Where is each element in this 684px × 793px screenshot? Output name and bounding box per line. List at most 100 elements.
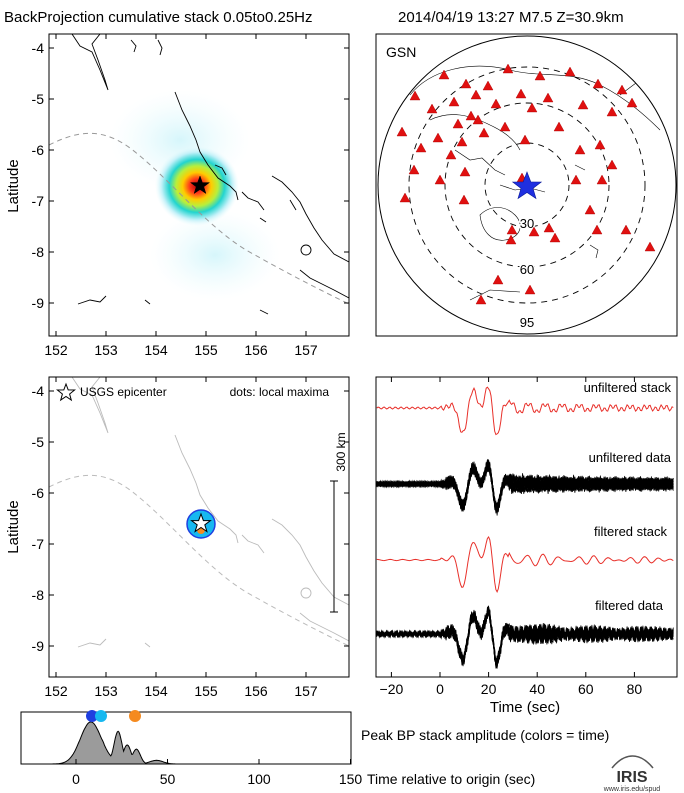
lon-tick-label: 155 bbox=[194, 342, 218, 358]
filtered-data-trace bbox=[376, 609, 674, 664]
label-unfiltered-stack: unfiltered stack bbox=[584, 380, 672, 395]
lat-tick-label: -6 bbox=[32, 485, 45, 501]
lon-tick-label: 152 bbox=[44, 683, 68, 699]
station-triangle bbox=[542, 92, 554, 103]
lon-tick-label: 153 bbox=[94, 683, 118, 699]
station-triangle bbox=[584, 204, 596, 215]
station-triangle bbox=[409, 90, 421, 101]
globe-network-label: GSN bbox=[386, 44, 416, 60]
lat-tick-label: -5 bbox=[32, 91, 45, 107]
station-triangle bbox=[570, 174, 582, 185]
map-top-ylabel: Latitude bbox=[5, 159, 22, 212]
station-triangle bbox=[458, 194, 470, 205]
peak-title: Peak BP stack amplitude (colors = time) bbox=[361, 727, 609, 743]
traces-frame bbox=[375, 376, 678, 678]
lon-tick-label: 156 bbox=[244, 342, 268, 358]
lat-tick-label: -9 bbox=[32, 295, 45, 311]
station-triangle bbox=[482, 80, 494, 91]
backprojection-map-top: -4 -5 -6 -7 -8 -9 152 153 154 155 156 157 Latitude bbox=[5, 33, 350, 358]
scale-bar-label: 300 km bbox=[334, 432, 348, 471]
iris-logo-text: IRIS bbox=[616, 769, 647, 786]
station-triangle bbox=[574, 144, 586, 155]
lat-tick-label: -7 bbox=[32, 193, 45, 209]
map-bottom-ylabel: Latitude bbox=[5, 500, 22, 553]
iris-logo: IRIS www.iris.edu/spud bbox=[603, 755, 661, 793]
station-triangle bbox=[620, 224, 632, 235]
peak-time-tick-label: 50 bbox=[160, 771, 176, 787]
station-triangle bbox=[445, 149, 457, 160]
lat-tick-label: -4 bbox=[32, 383, 45, 399]
station-triangle bbox=[475, 294, 487, 305]
filtered-stack-trace bbox=[376, 536, 674, 593]
station-triangle bbox=[549, 232, 561, 243]
lon-tick-label: 157 bbox=[294, 342, 318, 358]
station-triangle bbox=[606, 106, 618, 117]
station-triangle bbox=[408, 164, 420, 175]
traces-xlabel: Time (sec) bbox=[490, 699, 560, 716]
station-triangle bbox=[616, 84, 628, 95]
station-globe-panel: 30 60 95 GSN bbox=[375, 33, 678, 337]
station-triangle bbox=[502, 63, 514, 74]
station-triangle bbox=[626, 97, 638, 108]
epicenter-star-bottom bbox=[190, 512, 212, 533]
lat-tick-label: -9 bbox=[32, 638, 45, 654]
peak-time-tick-label: 150 bbox=[339, 771, 363, 787]
lat-tick-label: -4 bbox=[32, 40, 45, 56]
station-triangle bbox=[470, 89, 482, 100]
globe-ring-label-95: 95 bbox=[520, 315, 534, 330]
legend-dots-label: dots: local maxima bbox=[230, 385, 330, 399]
station-triangle bbox=[478, 127, 490, 138]
unfiltered-data-trace bbox=[376, 462, 674, 513]
peak-dot-1 bbox=[86, 710, 98, 722]
label-unfiltered-data: unfiltered data bbox=[589, 450, 672, 465]
station-triangle bbox=[506, 224, 518, 235]
station-triangle bbox=[591, 224, 603, 235]
station-triangle bbox=[553, 121, 565, 132]
peak-xlabel: Time relative to origin (sec) bbox=[367, 771, 535, 787]
station-triangle bbox=[528, 226, 540, 237]
lon-tick-label: 155 bbox=[194, 683, 218, 699]
station-triangle bbox=[606, 159, 618, 170]
scale-bar bbox=[330, 480, 338, 613]
peak-dot-2 bbox=[95, 710, 107, 722]
station-triangle bbox=[396, 126, 408, 137]
globe-ring-label-60: 60 bbox=[520, 262, 534, 277]
time-tick-label: 60 bbox=[578, 681, 594, 697]
station-triangle bbox=[492, 274, 504, 285]
time-tick-label: 20 bbox=[481, 681, 497, 697]
station-triangle bbox=[432, 132, 444, 143]
time-tick-label: 0 bbox=[436, 681, 444, 697]
station-triangle bbox=[456, 136, 468, 147]
station-triangle bbox=[448, 96, 460, 107]
station-triangle bbox=[515, 88, 527, 99]
station-triangle bbox=[459, 166, 471, 177]
station-triangle bbox=[526, 102, 538, 113]
seismogram-panel: unfiltered stack unfiltered data filtere… bbox=[375, 376, 678, 716]
trench-line-top bbox=[49, 132, 349, 305]
event-info: 2014/04/19 13:27 M7.5 Z=30.9km bbox=[398, 9, 624, 26]
iris-logo-url: www.iris.edu/spud bbox=[603, 786, 661, 793]
time-tick-label: 40 bbox=[529, 681, 545, 697]
unfiltered-data-trace bbox=[376, 459, 674, 512]
lat-tick-label: -7 bbox=[32, 536, 45, 552]
station-triangle bbox=[564, 66, 576, 77]
station-triangle bbox=[594, 139, 606, 150]
legend-star-icon bbox=[56, 382, 76, 402]
peak-frame bbox=[20, 711, 352, 765]
station-triangle bbox=[534, 70, 546, 81]
map-bottom-frame bbox=[48, 376, 350, 678]
station-triangle bbox=[460, 78, 472, 89]
lat-tick-label: -6 bbox=[32, 142, 45, 158]
peak-time-tick-label: 0 bbox=[72, 771, 80, 787]
station-triangle bbox=[490, 98, 502, 109]
station-triangle bbox=[505, 234, 517, 245]
station-triangle bbox=[434, 174, 446, 185]
station-triangle bbox=[592, 78, 604, 89]
bp-halo-south bbox=[150, 210, 280, 300]
station-triangle bbox=[465, 110, 477, 121]
coastlines-bottom bbox=[71, 377, 349, 648]
globe-distance-rings bbox=[408, 66, 646, 304]
station-triangle bbox=[543, 222, 555, 233]
station-triangle bbox=[499, 121, 511, 132]
lat-tick-label: -8 bbox=[32, 587, 45, 603]
